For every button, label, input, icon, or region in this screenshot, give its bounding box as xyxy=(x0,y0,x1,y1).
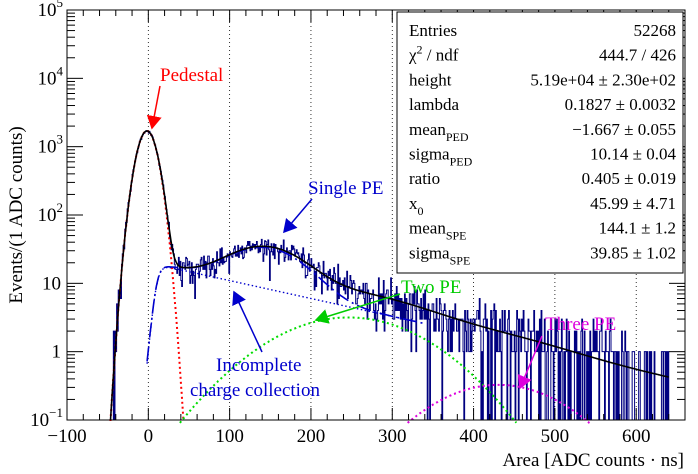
stats-value: 10.14 ± 0.04 xyxy=(590,145,676,164)
curve-total xyxy=(109,130,669,421)
y-tick-label: 10 xyxy=(42,273,61,294)
histogram-bins xyxy=(99,130,670,421)
stats-label: meanPED xyxy=(409,120,469,144)
stats-label: meanSPE xyxy=(409,219,467,243)
x-tick-label: 600 xyxy=(622,426,651,447)
x-axis-title: Area [ADC counts · ns] xyxy=(502,450,684,471)
axes: −100 0 100 200 300 400 500 600 10−1 1 10 102 103 104 1… xyxy=(30,0,686,447)
stats-value: 5.19e+04 ± 2.30e+02 xyxy=(530,70,676,89)
x-tick-label: 0 xyxy=(144,426,154,447)
y-tick-label: 104 xyxy=(38,63,64,89)
stats-value: 0.405 ± 0.019 xyxy=(582,169,676,188)
histogram xyxy=(99,130,670,421)
x-tick-label: 400 xyxy=(459,426,488,447)
stats-value: −1.667 ± 0.055 xyxy=(572,120,676,139)
y-tick-label: 103 xyxy=(38,132,64,158)
stats-value: 0.1827 ± 0.0032 xyxy=(565,95,676,114)
stats-label: lambda xyxy=(409,95,459,114)
curve-two-pe xyxy=(179,316,518,424)
annot-incomplete-2: charge collection xyxy=(190,380,320,401)
x-tick-label: −100 xyxy=(47,426,86,447)
annot-three-pe: Three PE xyxy=(545,314,616,335)
annot-pedestal: Pedestal xyxy=(160,65,223,86)
y-tick-label: 102 xyxy=(38,200,64,226)
arrow-pedestal xyxy=(146,85,162,130)
x-tick-label: 300 xyxy=(378,426,407,447)
stats-value: 45.99 ± 4.71 xyxy=(590,194,676,213)
annot-single-pe: Single PE xyxy=(308,178,383,199)
x-tick-label: 500 xyxy=(541,426,570,447)
stats-label: sigmaPED xyxy=(409,145,473,169)
stats-label: ratio xyxy=(409,169,440,188)
y-tick-label: 1 xyxy=(52,342,62,363)
stats-label: x0 xyxy=(409,194,424,218)
stats-value: 52268 xyxy=(634,21,677,40)
arrow-single-pe xyxy=(283,198,313,234)
annot-two-pe: Two PE xyxy=(401,277,461,298)
stats-value: 39.85 ± 1.02 xyxy=(590,243,676,262)
x-tick-label: 100 xyxy=(215,426,244,447)
stats-label: χ2 / ndf xyxy=(408,43,459,65)
arrow-three-pe xyxy=(517,335,543,390)
arrow-incomplete xyxy=(232,290,263,353)
curve-incomplete xyxy=(146,266,409,364)
stats-value: 444.7 / 426 xyxy=(599,46,676,65)
stats-value: 144.1 ± 1.2 xyxy=(599,219,676,238)
stats-label: height xyxy=(409,70,452,89)
stats-box: Entries 52268 χ2 / ndf 444.7 / 426 height 5.1… xyxy=(396,11,684,274)
arrow-two-pe xyxy=(314,293,401,324)
stats-label: Entries xyxy=(409,21,457,40)
y-tick-label: 105 xyxy=(38,0,64,21)
y-axis-title: Events/(1 ADC counts) xyxy=(6,126,27,303)
fit-curves xyxy=(109,129,669,424)
annotations: Pedestal Single PE Incomplete charge col… xyxy=(146,65,616,401)
curve-three-pe xyxy=(406,383,591,424)
stats-label: sigmaSPE xyxy=(409,243,470,267)
x-tick-label: 200 xyxy=(297,426,326,447)
y-tick-label: 10−1 xyxy=(30,405,63,431)
annot-incomplete-1: Incomplete xyxy=(216,355,301,376)
